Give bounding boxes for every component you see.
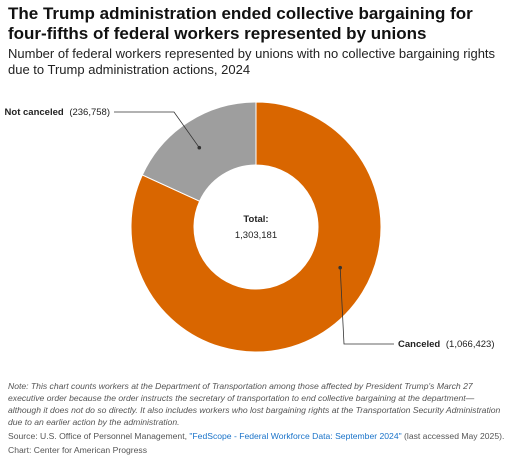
slice-label-not-canceled: Not canceled (236,758)	[5, 107, 110, 118]
slice-value-canceled: (1,066,423)	[446, 339, 495, 350]
slice-not-canceled	[141, 101, 257, 202]
leader-lines	[114, 111, 394, 345]
chart-title: The Trump administration ended collectiv…	[8, 4, 473, 43]
not-canceled-leader-dot	[197, 145, 202, 150]
slice-value-not-canceled: (236,758)	[69, 107, 110, 118]
source-suffix: (last accessed May 2025).	[401, 431, 505, 441]
chart-credit: Chart: Center for American Progress	[8, 445, 147, 455]
canceled-leader-dot	[338, 265, 342, 270]
donut-slices	[130, 101, 382, 353]
center-total-label: Total:	[243, 214, 268, 225]
source-link[interactable]: "FedScope - Federal Workforce Data: Sept…	[189, 431, 402, 441]
slice-canceled	[130, 101, 382, 353]
chart-subtitle: Number of federal workers represented by…	[8, 46, 496, 77]
source-prefix: Source: U.S. Office of Personnel Managem…	[8, 431, 190, 441]
slice-name-not-canceled: Not canceled	[5, 107, 64, 118]
chart-note: Note: This chart counts workers at the D…	[8, 381, 501, 427]
slice-label-canceled: Canceled (1,066,423)	[398, 339, 494, 350]
slice-name-canceled: Canceled	[398, 339, 440, 350]
not-canceled-leader-line	[114, 111, 200, 148]
donut-chart: Total: 1,303,181 Not canceled (236,758) …	[5, 101, 494, 353]
center-total-value: 1,303,181	[235, 230, 277, 241]
canceled-leader-line	[339, 267, 394, 345]
chart-source: Source: U.S. Office of Personnel Managem…	[8, 430, 506, 442]
chart-notes: Note: This chart counts workers at the D…	[8, 380, 506, 456]
